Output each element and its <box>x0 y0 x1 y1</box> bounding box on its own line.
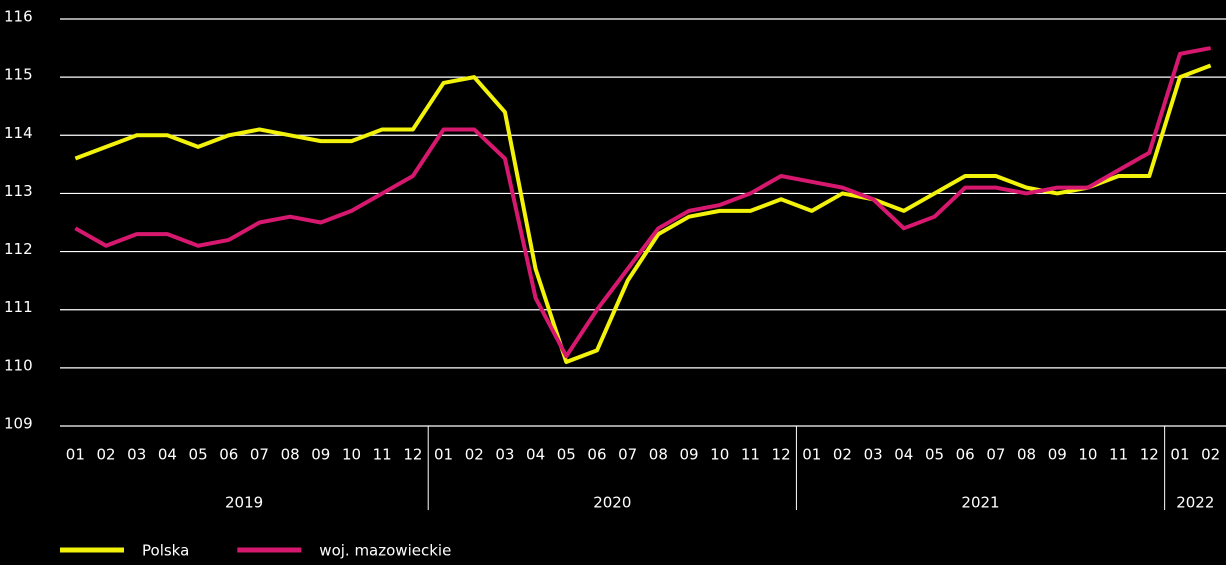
y-tick-label: 114 <box>4 124 33 142</box>
x-tick-label: 02 <box>465 446 484 464</box>
x-tick-label: 04 <box>894 446 913 464</box>
y-tick-label: 113 <box>4 182 33 200</box>
x-tick-label: 10 <box>710 446 729 464</box>
x-tick-label: 09 <box>311 446 330 464</box>
x-tick-label: 06 <box>219 446 238 464</box>
x-tick-label: 09 <box>679 446 698 464</box>
x-tick-label: 03 <box>495 446 514 464</box>
x-tick-label: 11 <box>741 446 760 464</box>
x-tick-label: 08 <box>281 446 300 464</box>
y-tick-label: 111 <box>4 298 33 316</box>
x-tick-label: 10 <box>1078 446 1097 464</box>
x-tick-label: 03 <box>127 446 146 464</box>
year-label: 2022 <box>1176 494 1214 512</box>
x-tick-label: 05 <box>189 446 208 464</box>
x-tick-label: 01 <box>434 446 453 464</box>
x-tick-label: 05 <box>557 446 576 464</box>
x-tick-label: 02 <box>833 446 852 464</box>
y-tick-label: 115 <box>4 66 33 84</box>
x-tick-label: 10 <box>342 446 361 464</box>
x-tick-label: 03 <box>864 446 883 464</box>
x-tick-label: 01 <box>802 446 821 464</box>
x-tick-label: 08 <box>649 446 668 464</box>
y-tick-label: 110 <box>4 356 33 374</box>
x-tick-label: 09 <box>1048 446 1067 464</box>
y-tick-label: 116 <box>4 8 33 26</box>
y-tick-label: 109 <box>4 415 33 433</box>
x-tick-label: 08 <box>1017 446 1036 464</box>
x-tick-label: 04 <box>158 446 177 464</box>
x-tick-label: 11 <box>1109 446 1128 464</box>
x-tick-label: 07 <box>618 446 637 464</box>
year-label: 2020 <box>593 494 631 512</box>
x-tick-label: 01 <box>1170 446 1189 464</box>
year-label: 2019 <box>225 494 263 512</box>
x-tick-label: 02 <box>96 446 115 464</box>
x-tick-label: 06 <box>587 446 606 464</box>
x-tick-label: 12 <box>403 446 422 464</box>
legend-label: Polska <box>142 542 189 560</box>
x-tick-label: 12 <box>772 446 791 464</box>
legend-label: woj. mazowieckie <box>319 542 451 560</box>
x-tick-label: 05 <box>925 446 944 464</box>
line-series <box>74 63 1212 365</box>
x-tick-label: 01 <box>66 446 85 464</box>
x-tick-label: 02 <box>1201 446 1220 464</box>
x-tick-label: 11 <box>373 446 392 464</box>
x-tick-label: 07 <box>250 446 269 464</box>
line-series <box>74 46 1212 359</box>
y-tick-label: 112 <box>4 240 33 258</box>
x-tick-label: 12 <box>1140 446 1159 464</box>
year-label: 2021 <box>961 494 999 512</box>
x-tick-label: 06 <box>956 446 975 464</box>
x-tick-label: 04 <box>526 446 545 464</box>
x-tick-label: 07 <box>986 446 1005 464</box>
